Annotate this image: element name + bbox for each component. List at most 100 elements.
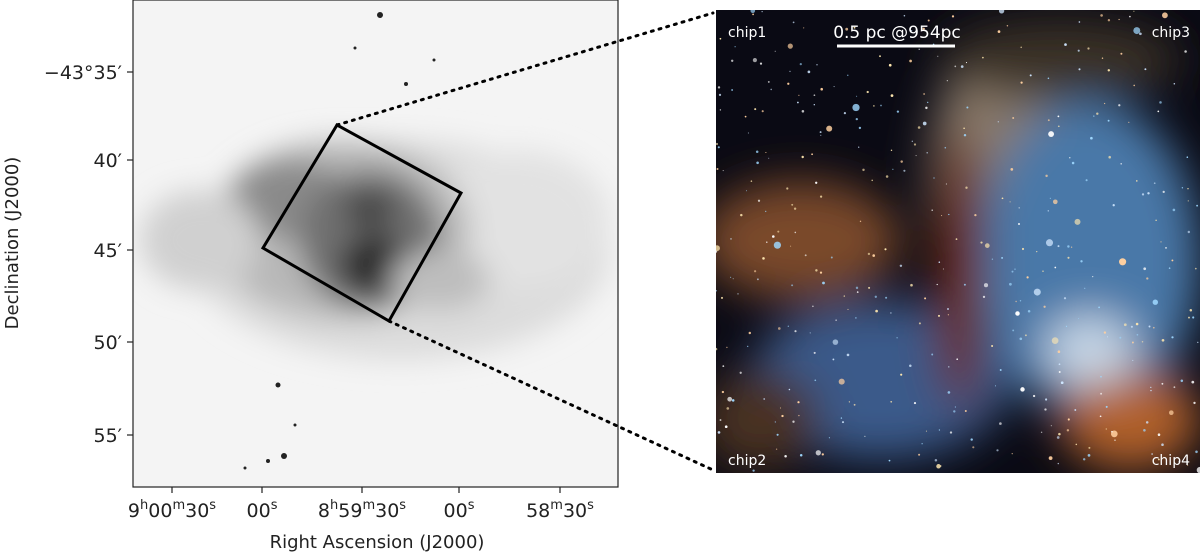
star <box>1014 268 1016 270</box>
star <box>954 65 957 68</box>
star <box>716 245 720 252</box>
star <box>761 11 763 13</box>
star <box>1045 398 1048 401</box>
star <box>999 369 1002 371</box>
star <box>923 93 925 95</box>
axes-frame <box>132 0 619 488</box>
star <box>773 241 782 249</box>
star <box>970 438 973 441</box>
star <box>1057 245 1060 248</box>
star <box>1084 287 1086 289</box>
star <box>790 245 792 247</box>
star <box>872 254 875 257</box>
star <box>1135 322 1139 326</box>
star <box>788 388 791 391</box>
star <box>766 241 768 243</box>
star <box>856 291 859 293</box>
star <box>787 82 790 85</box>
star <box>1161 382 1164 385</box>
star <box>798 94 800 96</box>
star <box>1195 450 1198 454</box>
star <box>1018 207 1020 209</box>
x-tick-label: 9h00m30s <box>128 498 216 522</box>
star <box>813 104 815 106</box>
star <box>719 109 722 111</box>
star <box>953 410 956 413</box>
star <box>819 271 823 274</box>
star <box>1157 433 1161 436</box>
star <box>1148 325 1151 328</box>
star <box>890 94 894 97</box>
star <box>1042 270 1044 273</box>
star <box>1009 201 1011 203</box>
star <box>1074 409 1077 411</box>
star <box>852 103 860 112</box>
star <box>716 250 718 253</box>
star <box>926 152 928 154</box>
star <box>1020 81 1023 84</box>
star <box>960 65 964 68</box>
star <box>781 414 784 418</box>
star <box>1187 188 1189 190</box>
star <box>1087 47 1090 50</box>
star <box>1026 276 1029 279</box>
star <box>936 464 941 469</box>
star <box>772 235 775 238</box>
star <box>1187 464 1189 466</box>
star <box>884 248 887 251</box>
star <box>744 115 747 118</box>
star <box>1165 246 1167 249</box>
star <box>918 48 920 50</box>
star <box>1120 52 1123 55</box>
star <box>1103 102 1106 105</box>
star <box>815 450 821 456</box>
star <box>1058 432 1061 436</box>
star <box>1191 380 1195 384</box>
star <box>1196 466 1200 473</box>
star <box>980 241 983 244</box>
star <box>859 220 862 223</box>
star <box>719 37 722 40</box>
star <box>1187 230 1191 234</box>
star <box>1075 443 1078 446</box>
star <box>1133 84 1135 87</box>
star <box>1133 27 1141 35</box>
star <box>815 269 818 272</box>
star <box>731 59 734 62</box>
star <box>1146 277 1149 280</box>
star <box>770 88 773 91</box>
star <box>1056 436 1060 439</box>
zoom-line <box>387 319 715 472</box>
star <box>1162 12 1168 19</box>
star <box>994 385 997 387</box>
chip-label: chip1 <box>728 25 766 41</box>
star <box>938 261 941 263</box>
star <box>1090 136 1093 140</box>
star <box>947 314 950 316</box>
star <box>717 146 720 149</box>
star <box>1001 256 1004 259</box>
star <box>856 95 858 97</box>
star <box>1063 297 1067 300</box>
star <box>774 50 776 52</box>
star <box>730 238 732 240</box>
star <box>858 126 862 130</box>
y-tick-label: 50′ <box>94 332 123 354</box>
star <box>787 325 789 327</box>
star <box>1015 300 1017 303</box>
star <box>931 353 934 356</box>
star <box>775 448 778 450</box>
star <box>1103 331 1107 334</box>
star <box>1015 311 1020 316</box>
star <box>892 168 894 170</box>
star <box>948 213 950 216</box>
star <box>732 278 734 280</box>
star <box>1071 161 1075 165</box>
star <box>745 190 748 192</box>
x-axis-label: Right Ascension (J2000) <box>270 532 485 553</box>
star <box>822 281 825 285</box>
star <box>820 87 823 91</box>
star <box>813 94 816 97</box>
star <box>1160 241 1162 243</box>
